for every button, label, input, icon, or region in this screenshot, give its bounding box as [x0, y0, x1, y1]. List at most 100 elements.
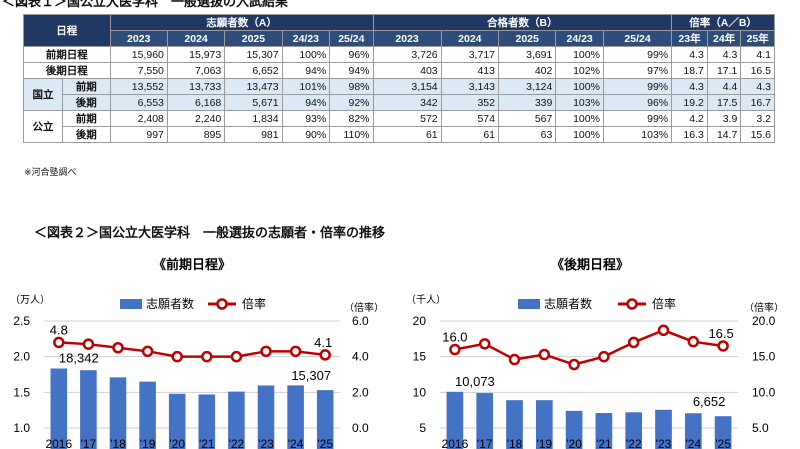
table-cell: 63: [497, 126, 557, 143]
x-tick-label: '21: [199, 437, 215, 449]
ratio-point: [260, 345, 272, 358]
table-cell: 19.2: [671, 94, 708, 111]
bar: [446, 391, 464, 449]
table-cell: 96%: [602, 94, 673, 111]
x-tick-label: '22: [229, 437, 245, 449]
first-ratio-label: 4.8: [50, 322, 68, 337]
table-cell: 4.1: [740, 46, 775, 63]
table-cell: 16.5: [740, 62, 775, 79]
y-tick-label: 20: [413, 314, 427, 328]
first-bar-label: 10,073: [455, 374, 495, 389]
y-tick-label: 2.0: [13, 350, 30, 364]
table-cell: 15,973: [166, 46, 226, 63]
bar: [287, 385, 304, 449]
table-cell: 94%: [281, 62, 331, 79]
table-cell: 2,240: [166, 110, 226, 127]
figure2-title: ＜図表２＞国公立大医学科 一般選抜の志願者・倍率の推移: [34, 226, 386, 241]
y-tick-label: 10: [413, 385, 427, 399]
x-tick-label: '18: [507, 437, 523, 449]
legend-bar-swatch: [518, 299, 540, 309]
results-table: 日程 志願者数（A） 合格者数（B） 倍率（A／B） 2023 2024 202…: [23, 14, 775, 143]
table-row: 前期日程 15,960 15,973 15,307 100% 96% 3,726…: [23, 46, 775, 63]
table-cell: 100%: [555, 46, 604, 63]
legend-line-label: 倍率: [652, 296, 676, 311]
y2-tick-label: 4.0: [352, 350, 369, 364]
table-cell: 3,717: [440, 46, 500, 63]
row-label: 後期: [61, 94, 111, 111]
x-tick-label: 2016: [45, 437, 72, 449]
table-cell: 15,307: [224, 46, 283, 63]
table-cell: 997: [109, 126, 168, 143]
last-ratio-label: 4.1: [314, 335, 332, 350]
table-cell: 6,652: [224, 62, 283, 79]
table-cell: 3,691: [497, 46, 557, 63]
table-cell: 13,473: [224, 78, 283, 95]
legend-bar-label: 志願者数: [544, 296, 592, 311]
row-label: 後期: [61, 126, 111, 143]
bar: [109, 377, 127, 449]
ratio-point: [53, 336, 65, 349]
table-cell: 1,834: [224, 110, 283, 127]
table-cell: 7,550: [109, 62, 168, 79]
bar: [684, 413, 702, 449]
ratio-point: [449, 343, 461, 356]
table-cell: 13,733: [166, 78, 226, 95]
y-tick-label: 1.0: [13, 421, 30, 435]
bar: [316, 390, 334, 449]
table-row: 公立 前期 2,408 2,240 1,834 93% 82% 572 574 …: [23, 110, 775, 143]
table-cell: 17.5: [706, 94, 742, 111]
table-cell: 3,124: [497, 78, 557, 95]
x-tick-label: '19: [536, 437, 552, 449]
table-cell: 100%: [555, 126, 604, 143]
x-tick-label: '18: [110, 437, 126, 449]
table-cell: 99%: [602, 46, 673, 63]
ratio-point: [171, 350, 183, 363]
y2-tick-label: 0.0: [352, 421, 369, 435]
table-cell: 16.7: [740, 94, 775, 111]
bar: [655, 409, 672, 449]
legend-bar-swatch: [120, 299, 142, 309]
ratio-point: [201, 350, 213, 363]
bar: [714, 416, 732, 449]
ratio-point: [141, 345, 154, 358]
x-tick-label: 2016: [442, 437, 469, 449]
ratio-point: [82, 338, 95, 350]
table-cell: 4.3: [706, 46, 742, 63]
x-tick-label: '23: [258, 437, 274, 449]
last-ratio-label: 16.5: [708, 326, 733, 341]
source-note: ※河合塾調べ: [24, 168, 77, 178]
first-bar-label: 18,342: [59, 350, 99, 365]
table-cell: 981: [224, 126, 283, 143]
table-cell: 100%: [281, 46, 331, 63]
table-cell: 90%: [281, 126, 331, 143]
table-row: 後期日程 7,550 7,063 6,652 94% 94% 403 413 4…: [23, 62, 775, 79]
table-cell: 567: [497, 110, 557, 127]
bar: [535, 400, 553, 449]
right-axis-unit: （倍率）: [344, 301, 384, 314]
ratio-line: [454, 328, 724, 366]
table-cell: 3.2: [740, 110, 775, 127]
year-header: 24/23: [555, 30, 604, 47]
table-cell: 4.3: [740, 78, 775, 95]
ratio-point: [319, 349, 331, 361]
table-cell: 61: [372, 126, 442, 143]
table-cell: 94%: [281, 94, 331, 111]
x-tick-label: '20: [566, 437, 582, 449]
table-cell: 3.9: [706, 110, 742, 127]
y2-tick-label: 20.0: [752, 314, 776, 328]
table-cell: 895: [166, 126, 226, 143]
table-cell: 16.3: [671, 126, 708, 143]
table-cell: 342: [372, 94, 442, 111]
x-tick-label: '17: [477, 437, 493, 449]
bar: [257, 385, 275, 449]
right-axis-unit: （倍率）: [744, 301, 784, 314]
x-tick-label: '19: [140, 437, 156, 449]
ratio-point: [687, 335, 700, 348]
table-cell: 7,063: [166, 62, 226, 79]
y2-tick-label: 10.0: [752, 385, 776, 399]
table-cell: 6,168: [166, 94, 226, 111]
table-cell: 13,552: [109, 78, 168, 95]
first-ratio-label: 16.0: [442, 330, 467, 345]
ratio-year-header: 24年: [706, 30, 742, 47]
table-cell: 402: [497, 62, 557, 79]
